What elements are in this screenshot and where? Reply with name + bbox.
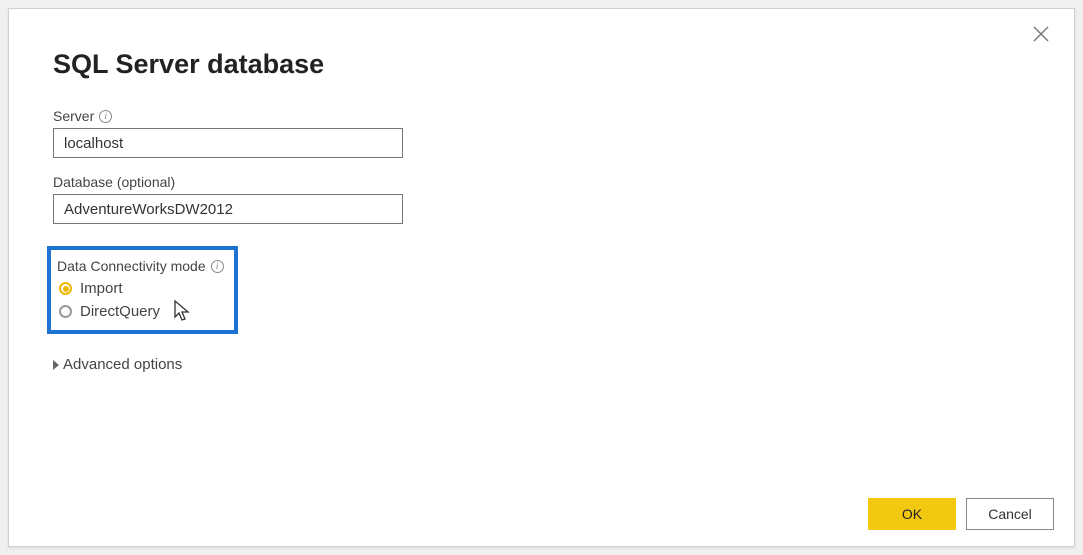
radio-directquery[interactable]: DirectQuery (59, 303, 224, 320)
sql-server-dialog: SQL Server database Server i Database (o… (8, 8, 1075, 547)
database-field-block: Database (optional) (53, 174, 1030, 224)
info-icon[interactable]: i (211, 260, 224, 273)
cancel-button[interactable]: Cancel (966, 498, 1054, 530)
database-label: Database (optional) (53, 174, 1030, 190)
connectivity-label: Data Connectivity mode i (57, 258, 224, 274)
close-icon (1032, 25, 1050, 43)
database-input[interactable] (53, 194, 403, 224)
close-button[interactable] (1032, 25, 1054, 47)
radio-label-import: Import (80, 280, 123, 297)
radio-import[interactable]: Import (59, 280, 224, 297)
server-label: Server i (53, 108, 1030, 124)
radio-button-import[interactable] (59, 282, 72, 295)
server-field-block: Server i (53, 108, 1030, 158)
info-icon[interactable]: i (99, 110, 112, 123)
cursor-icon (173, 299, 191, 323)
dialog-title: SQL Server database (53, 49, 1030, 80)
database-label-text: Database (optional) (53, 174, 175, 190)
connectivity-label-text: Data Connectivity mode (57, 258, 206, 274)
server-input[interactable] (53, 128, 403, 158)
advanced-options-label: Advanced options (63, 356, 182, 373)
radio-button-directquery[interactable] (59, 305, 72, 318)
advanced-options-toggle[interactable]: Advanced options (53, 356, 1030, 373)
server-label-text: Server (53, 108, 94, 124)
ok-button[interactable]: OK (868, 498, 956, 530)
radio-label-directquery: DirectQuery (80, 303, 160, 320)
connectivity-highlight: Data Connectivity mode i Import DirectQu… (47, 246, 238, 334)
chevron-right-icon (53, 360, 59, 370)
dialog-button-row: OK Cancel (868, 498, 1054, 530)
